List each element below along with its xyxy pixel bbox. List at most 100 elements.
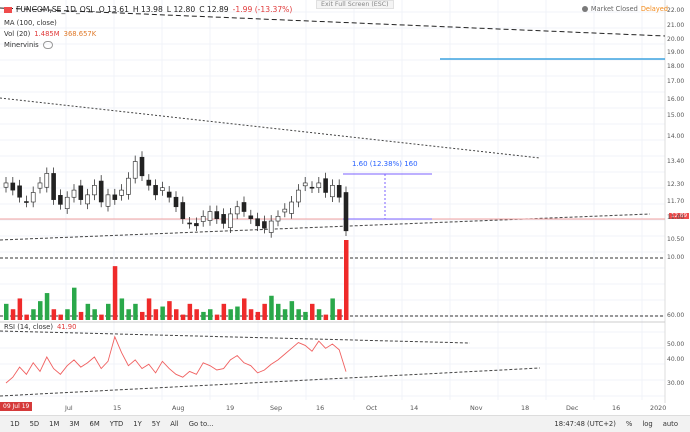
time-axis-label: 16: [316, 404, 325, 412]
volume-bar: [201, 311, 206, 320]
candle-body: [153, 185, 158, 196]
time-axis-label: Jul: [65, 404, 73, 412]
rsi-indicator[interactable]: RSI (14, close) 41.90: [4, 323, 76, 331]
close-value: C 12.89: [199, 5, 229, 14]
range-6m[interactable]: 6M: [89, 420, 100, 428]
candle-body: [323, 178, 328, 193]
volume-bar: [85, 303, 91, 320]
range-ytd[interactable]: YTD: [109, 420, 124, 428]
candle-body: [262, 221, 267, 229]
price-axis-label: 11.70: [667, 198, 685, 205]
volume-bar: [4, 303, 9, 320]
volume-bar: [119, 298, 125, 320]
candle-body: [37, 182, 43, 189]
range-5d[interactable]: 5D: [29, 420, 40, 428]
volume-ma-value: 368.657K: [63, 30, 97, 38]
volume-bar: [174, 309, 179, 320]
candle-body: [85, 194, 90, 205]
candle-body: [234, 206, 240, 215]
volume-bar: [72, 287, 77, 320]
volume-bar: [58, 314, 63, 320]
volume-bar: [38, 301, 43, 320]
candle-body: [139, 156, 145, 177]
volume-bar: [276, 303, 281, 320]
range-5y[interactable]: 5Y: [151, 420, 161, 428]
candle-body: [336, 185, 342, 198]
price-axis-label: 50.00: [667, 341, 685, 348]
candle-body: [92, 185, 97, 196]
time-axis-label: Aug: [172, 404, 185, 412]
range-1d[interactable]: 1D: [10, 420, 20, 428]
ma-indicator[interactable]: MA (100, close): [4, 19, 57, 27]
volume-bar: [282, 309, 288, 320]
volume-bar: [269, 295, 274, 320]
price-axis-label: 11.00: [667, 214, 685, 221]
exit-fullscreen-button[interactable]: Exit Full Screen (ESC): [316, 0, 394, 9]
price-axis-label: 12.30: [667, 181, 685, 188]
volume-bar: [255, 311, 261, 320]
price-axis-label: 40.00: [667, 356, 685, 363]
clock-readout[interactable]: 18:47:48 (UTC+2): [554, 420, 616, 428]
range-1m[interactable]: 1M: [49, 420, 60, 428]
candle-body: [44, 173, 50, 188]
candle-body: [160, 187, 165, 191]
candle-body: [3, 182, 9, 188]
candle-body: [78, 185, 84, 200]
range-3m[interactable]: 3M: [69, 420, 80, 428]
volume-bar: [194, 309, 199, 320]
low-value: L 12.80: [166, 5, 196, 14]
price-axis-label: 60.00: [667, 312, 685, 319]
percent-toggle[interactable]: %: [625, 420, 633, 428]
candle-body: [282, 208, 288, 213]
candle-body: [126, 177, 131, 195]
time-axis-label: 18: [521, 404, 530, 412]
time-axis-label: Nov: [470, 404, 483, 412]
volume-bar: [208, 309, 213, 320]
minervini-indicator[interactable]: Minervinis: [4, 41, 53, 49]
volume-bar: [126, 309, 131, 320]
volume-indicator[interactable]: Vol (20) 1.485M 368.657K: [4, 30, 96, 38]
volume-bar: [78, 311, 84, 320]
time-axis-label: 16: [612, 404, 621, 412]
ma-label: MA (100, close): [4, 19, 57, 27]
candle-body: [255, 218, 260, 227]
rsi-lower-trend: [0, 367, 541, 397]
candle-body: [180, 202, 186, 219]
volume-bar: [310, 303, 315, 320]
long-trendline: [0, 7, 666, 37]
market-closed-icon: [581, 6, 588, 12]
rsi-value: 41.90: [56, 323, 77, 331]
last-price-tag: 12.89: [669, 213, 690, 219]
candle-body: [173, 196, 179, 208]
candle-body: [30, 192, 36, 203]
open-value: O 13.61: [98, 5, 129, 14]
candle-body: [132, 161, 138, 179]
candle-body: [228, 213, 233, 229]
volume-bar: [262, 303, 267, 320]
candle-body: [214, 211, 220, 219]
delayed-label: Delayed: [640, 5, 668, 13]
range-1y[interactable]: 1Y: [133, 420, 142, 428]
candle-body: [302, 182, 308, 187]
candle-body: [71, 189, 77, 198]
goto-button[interactable]: Go to...: [188, 420, 214, 428]
log-toggle[interactable]: log: [642, 420, 653, 428]
auto-toggle[interactable]: auto: [662, 420, 678, 428]
candle-body: [330, 185, 335, 198]
range-all[interactable]: All: [170, 420, 179, 428]
volume-bar: [323, 314, 329, 320]
price-axis-label: 22.00: [667, 7, 685, 14]
eye-icon[interactable]: [42, 41, 53, 49]
volume-bar: [303, 311, 308, 320]
symbol-name[interactable]: FUNCOM,SE_1D_OSL: [16, 5, 95, 14]
candle-body: [10, 182, 16, 191]
price-axis-label: 13.40: [667, 158, 685, 165]
price-axis-label: 19.00: [667, 49, 685, 56]
volume-bar: [106, 303, 111, 320]
time-axis-label: Dec: [566, 404, 579, 412]
candle-body: [58, 195, 63, 205]
candle-body: [146, 179, 152, 186]
candle-body: [268, 220, 274, 233]
price-axis-label: 21.00: [667, 22, 685, 29]
